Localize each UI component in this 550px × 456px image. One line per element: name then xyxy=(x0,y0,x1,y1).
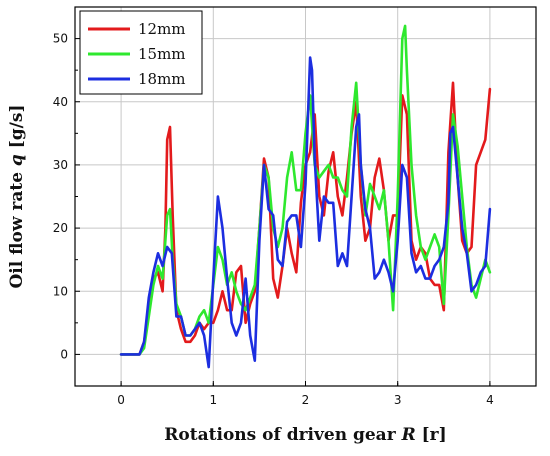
x-tick-label: 0 xyxy=(117,393,125,407)
x-tick-label: 1 xyxy=(209,393,217,407)
x-axis-title-symbol: R xyxy=(401,425,416,445)
y-axis-title-symbol: q xyxy=(7,154,27,166)
y-tick-label: 10 xyxy=(53,284,68,298)
series-line-18mm xyxy=(119,56,492,369)
x-axis-title-text: Rotations of driven gear xyxy=(164,425,401,445)
x-tick-label: 2 xyxy=(302,393,310,407)
legend-label-15mm: 15mm xyxy=(138,45,186,63)
legend-label-18mm: 18mm xyxy=(138,70,186,88)
x-axis-title-unit: [r] xyxy=(416,425,447,445)
x-tick-label: 3 xyxy=(394,393,402,407)
y-tick-label: 20 xyxy=(53,221,68,235)
x-tick-label: 4 xyxy=(486,393,494,407)
legend: 12mm 15mm 18mm xyxy=(79,10,203,95)
y-axis-title-unit: [g/s] xyxy=(7,104,27,154)
y-tick-label: 30 xyxy=(53,158,68,172)
y-axis-title-text: Oil flow rate xyxy=(7,166,27,288)
y-tick-label: 50 xyxy=(53,32,68,46)
y-tick-label: 0 xyxy=(60,347,68,361)
plot-area xyxy=(119,24,492,369)
y-tick-label: 40 xyxy=(53,95,68,109)
x-axis-title: Rotations of driven gear R [r] xyxy=(164,425,446,445)
y-axis-title: Oil flow rate q [g/s] xyxy=(7,104,27,288)
legend-label-12mm: 12mm xyxy=(138,20,186,38)
